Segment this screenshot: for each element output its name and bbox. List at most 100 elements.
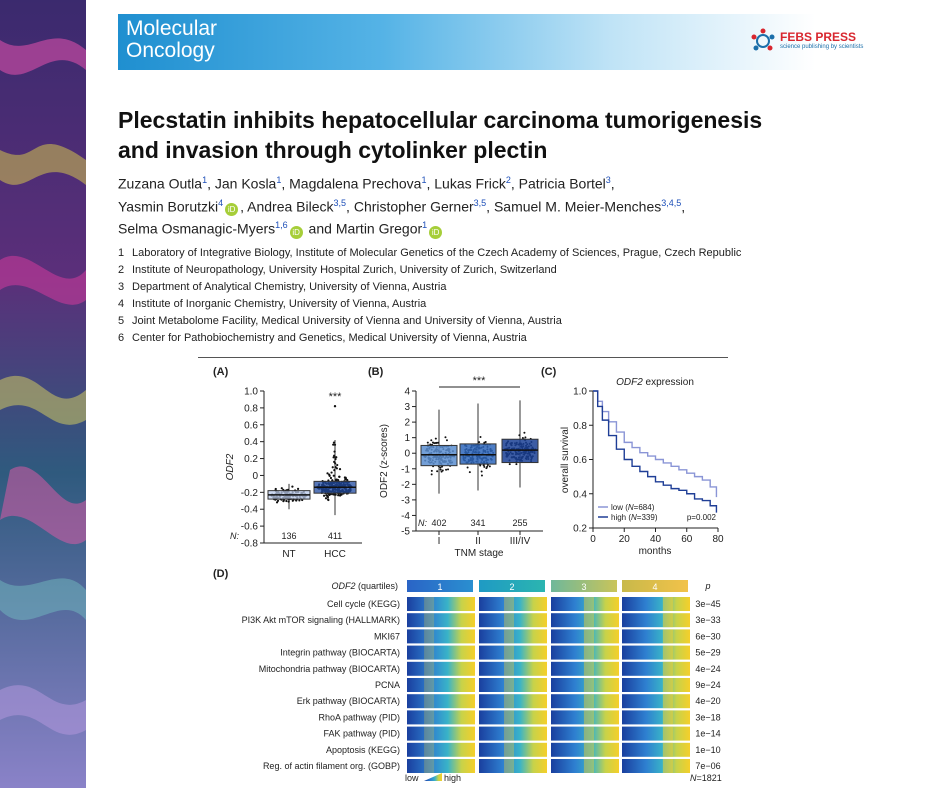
author-name[interactable]: Patricia Bortel — [518, 175, 606, 192]
p-value: 1e−14 — [695, 729, 720, 739]
survival-curve-high — [593, 390, 718, 513]
heatmap-cell — [407, 678, 475, 692]
heatmap-cell — [622, 726, 690, 741]
p-value: 3e−45 — [695, 599, 720, 609]
author-affiliation-ref[interactable]: 3,4,5 — [661, 197, 682, 208]
survival-curve-low — [593, 390, 718, 498]
heatmap-cell — [407, 661, 475, 676]
tick-label-y-b: -2 — [401, 480, 410, 491]
heatmap-shade — [424, 613, 435, 628]
heatmap-shade — [504, 613, 515, 628]
tick-label-y-c: 1.0 — [573, 387, 587, 398]
author-name[interactable]: Martin Gregor — [335, 220, 423, 237]
data-point-a — [334, 458, 337, 461]
p-value: 5e−29 — [695, 648, 720, 658]
affiliation-number: 6 — [118, 332, 125, 344]
panel-label-d: (D) — [213, 568, 229, 580]
author-name[interactable]: Andrea Bileck — [247, 198, 334, 215]
author-affiliation-ref[interactable]: 1 — [422, 220, 428, 231]
tick-label-y-c: 0.6 — [573, 455, 587, 466]
data-point-a — [344, 476, 347, 479]
affiliation-item: 2 Institute of Neuropathology, University… — [118, 262, 741, 279]
affiliation-item: 4 Institute of Inorganic Chemistry, Unive… — [118, 296, 741, 313]
data-point-a — [326, 472, 329, 475]
author-affiliation-ref[interactable]: 1 — [202, 175, 208, 185]
orcid-icon[interactable]: iD — [429, 225, 443, 239]
axis-label-y-c: overall survival — [560, 427, 571, 493]
axis-label-x-c: months — [639, 546, 672, 557]
heatmap-shade — [424, 759, 435, 773]
tick-label-y-b: 4 — [404, 387, 410, 398]
author-name[interactable]: Yasmin Borutzki — [118, 198, 219, 215]
heatmap-cell — [622, 742, 690, 757]
pathway-label: Integrin pathway (BIOCARTA) — [280, 648, 400, 658]
tick-label-y-a: -0.6 — [241, 522, 259, 533]
data-point-b — [478, 441, 481, 444]
data-point-b — [434, 437, 437, 440]
heatmap-cell — [551, 694, 619, 709]
affiliation-number: 3 — [118, 281, 125, 293]
heatmap-shade — [424, 678, 435, 692]
heatmap-cell — [479, 678, 547, 692]
heatmap-cell — [479, 726, 547, 741]
orcid-icon[interactable]: iD — [289, 225, 303, 239]
publisher-name: FEBS PRESS — [780, 30, 857, 44]
journal-line-1: Molecular — [126, 17, 218, 40]
tick-label-y-a: 0.8 — [244, 403, 258, 414]
heatmap-cell — [551, 661, 619, 676]
quartile-label: 2 — [509, 582, 514, 592]
author-name[interactable]: Magdalena Prechova — [289, 175, 422, 192]
author-affiliation-ref[interactable]: 1 — [276, 175, 282, 185]
heatmap-shade — [504, 710, 515, 725]
author-affiliation-ref[interactable]: 2 — [505, 175, 511, 185]
author-affiliation-ref[interactable]: 3,5 — [333, 197, 347, 208]
author-affiliation-ref[interactable]: 3,5 — [473, 197, 487, 208]
pathway-label: Erk pathway (BIOCARTA) — [297, 696, 400, 706]
author-affiliation-ref[interactable]: 4 — [218, 197, 224, 208]
heatmap-cell — [622, 661, 690, 676]
author-name[interactable]: Zuzana Outla — [118, 175, 203, 192]
heatmap-cell — [622, 597, 690, 611]
axis-label-x-b: TNM stage — [455, 548, 504, 559]
heatmap-shade — [662, 694, 673, 709]
data-point-b — [488, 465, 491, 468]
tick-label-x-c: 20 — [619, 534, 631, 545]
author-affiliation-ref[interactable]: 3 — [605, 175, 611, 185]
heatmap-cell — [479, 742, 547, 757]
title-line-2: and invasion through cytolinker plectin — [118, 137, 548, 163]
tick-label-y-b: -1 — [401, 464, 410, 475]
author-name[interactable]: Jan Kosla — [214, 175, 277, 192]
p-value: 4e−24 — [695, 664, 720, 674]
author-affiliation-ref[interactable]: 1 — [421, 175, 427, 185]
data-point-b — [444, 436, 447, 439]
author-affiliation-ref[interactable]: 1,6 — [275, 220, 288, 231]
pathway-label: Apoptosis (KEGG) — [326, 745, 400, 755]
author-name[interactable]: Selma Osmanagic-Myers — [118, 220, 276, 237]
data-point-a — [329, 476, 333, 480]
tick-label-x-c: 0 — [590, 534, 596, 545]
heatmap-cell — [551, 710, 619, 725]
data-point-b — [508, 463, 511, 466]
author-name[interactable]: Lukas Frick — [434, 175, 506, 192]
p-value: 7e−06 — [695, 761, 720, 771]
author-name[interactable]: Christopher Gerner — [353, 198, 474, 215]
data-point-a — [333, 493, 336, 496]
heatmap-cell — [622, 629, 690, 644]
n-value-b: 402 — [431, 518, 446, 528]
p-value: 3e−33 — [695, 615, 720, 625]
tick-label-y-b: 2 — [404, 418, 410, 429]
quartile-label: 3 — [581, 582, 586, 592]
chart-title-c: ODF2 expression — [616, 377, 694, 388]
quartile-header-4 — [622, 580, 688, 592]
heatmap-cell — [407, 710, 475, 725]
box-b — [420, 444, 458, 467]
data-point-b — [479, 435, 482, 438]
n-value-a: 411 — [328, 531, 342, 541]
orcid-icon[interactable]: iD — [225, 203, 239, 217]
legend-label-low: low (N=684) — [611, 503, 655, 512]
data-point-b — [518, 434, 521, 437]
heatmap-cell — [479, 629, 547, 644]
tick-label-y-b: -4 — [401, 511, 410, 522]
data-point-a — [296, 487, 300, 491]
author-name[interactable]: Samuel M. Meier-Menches — [493, 198, 662, 215]
